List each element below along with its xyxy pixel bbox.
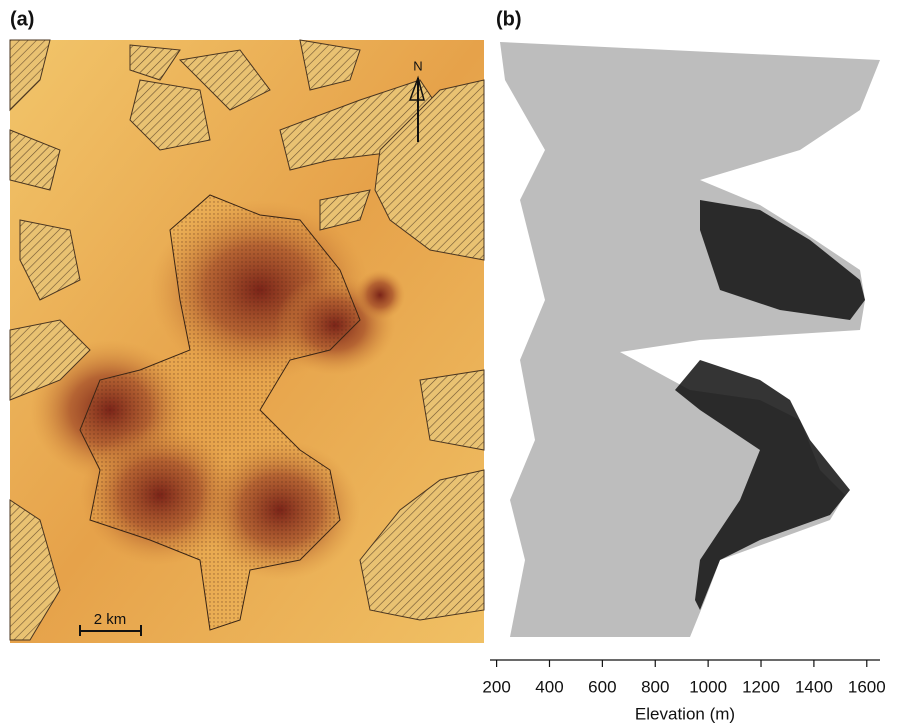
north-label: N (413, 58, 422, 73)
x-tick-label: 400 (535, 677, 563, 696)
panel-label: (b) (496, 8, 522, 30)
x-tick-label: 200 (482, 677, 510, 696)
panel-label: (a) (10, 8, 34, 30)
x-tick-label: 600 (588, 677, 616, 696)
x-tick-label: 1000 (689, 677, 727, 696)
x-tick-label: 1400 (795, 677, 833, 696)
x-tick-label: 800 (641, 677, 669, 696)
map: N 2 km (9, 39, 485, 643)
profile (500, 42, 880, 637)
x-tick-label: 1200 (742, 677, 780, 696)
scale-label: 2 km (94, 611, 127, 628)
x-axis-label: Elevation (m) (635, 704, 735, 723)
x-tick-label: 1600 (848, 677, 886, 696)
